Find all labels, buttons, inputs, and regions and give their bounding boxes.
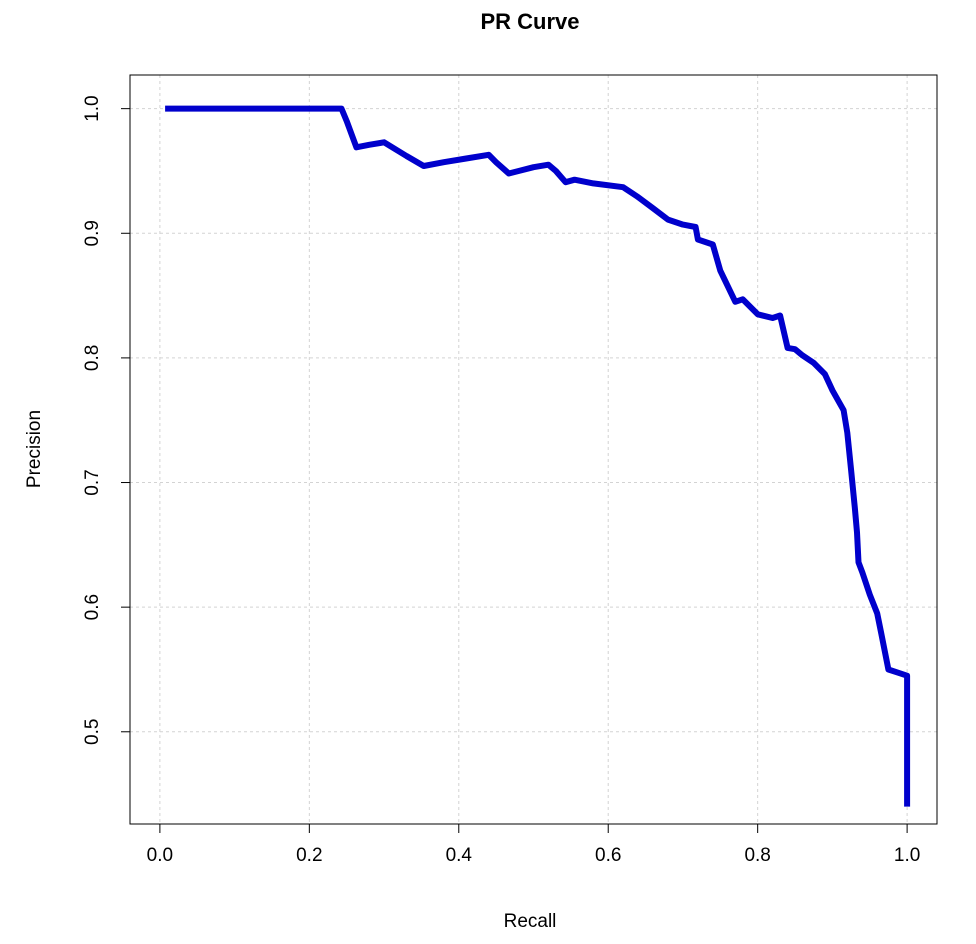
y-tick-label: 0.6	[82, 594, 103, 620]
x-axis-label: Recall	[504, 911, 557, 932]
series-layer	[165, 105, 911, 807]
x-axis: 0.0 0.2 0.4 0.6 0.8 1.0	[147, 823, 920, 866]
x-tick-label: 0.4	[446, 845, 473, 866]
pr-curve-line	[165, 105, 911, 807]
x-tick-label: 0.6	[595, 845, 621, 866]
y-tick-label: 0.5	[82, 719, 103, 745]
x-tick-label: 0.8	[744, 845, 770, 866]
chart-title: PR Curve	[480, 9, 579, 34]
y-tick-label: 0.7	[82, 469, 103, 495]
plot-frame	[129, 74, 938, 825]
y-axis: 0.5 0.6 0.7 0.8 0.9 1.0	[82, 95, 131, 745]
y-tick-label: 0.9	[82, 220, 103, 246]
x-tick-label: 0.2	[296, 845, 322, 866]
y-tick-label: 1.0	[82, 95, 103, 121]
y-axis-label: Precision	[24, 410, 45, 488]
x-tick-label: 1.0	[894, 845, 920, 866]
grid-lines	[130, 75, 937, 824]
y-tick-label: 0.8	[82, 345, 103, 371]
x-tick-label: 0.0	[147, 845, 173, 866]
